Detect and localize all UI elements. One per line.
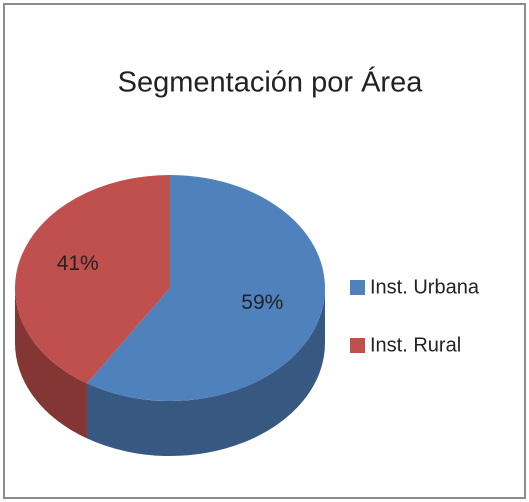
slice [86,175,326,456]
legend-label: Inst. Urbana [370,276,480,298]
legend-swatch [350,338,365,353]
chart-title: Segmentación por Área [118,66,424,99]
slice-top [86,175,325,402]
data-label: 41% [57,252,99,275]
legend-swatch [350,280,365,295]
legend-label: Inst. Rural [370,334,461,356]
slice-side [14,288,87,439]
slice-top [14,175,170,384]
data-label: 59% [241,291,283,314]
slice [14,175,170,439]
slice-side [86,288,326,456]
